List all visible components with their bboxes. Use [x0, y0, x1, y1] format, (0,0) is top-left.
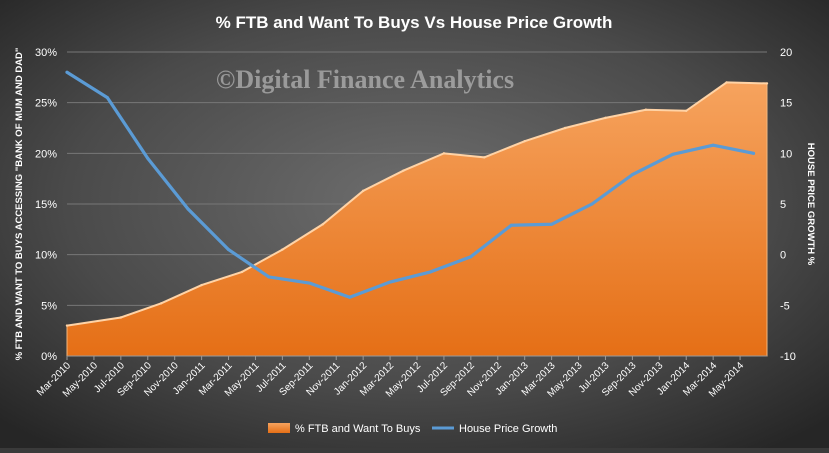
line-point — [267, 275, 271, 279]
line-point — [227, 248, 231, 252]
area-point — [442, 152, 446, 155]
line-point — [428, 270, 432, 274]
left-axis-ticks: 0% 5% 10% 15% 20% 25% 30% — [35, 47, 57, 363]
area-point — [119, 316, 123, 319]
line-point — [307, 281, 311, 285]
area-point — [523, 139, 526, 143]
area-point — [281, 248, 284, 251]
area-point — [240, 270, 244, 274]
line-point — [711, 143, 715, 147]
chart-title: % FTB and Want To Buys Vs House Price Gr… — [216, 13, 613, 32]
line-point — [671, 152, 675, 156]
legend-label-ftb: % FTB and Want To Buys — [295, 423, 421, 435]
watermark: ©Digital Finance Analytics — [216, 65, 514, 94]
area-point — [321, 223, 324, 226]
right-tick-label: 15 — [780, 98, 792, 110]
area-point — [361, 189, 365, 193]
left-tick-label: 10% — [35, 250, 57, 262]
right-tick-label: -10 — [780, 351, 796, 363]
right-tick-label: 0 — [780, 250, 786, 262]
right-tick-label: 10 — [780, 148, 792, 160]
left-tick-label: 5% — [41, 300, 57, 312]
area-point — [604, 116, 607, 120]
legend: % FTB and Want To Buys House Price Growt… — [268, 423, 557, 435]
area-point — [483, 156, 486, 159]
area-point — [160, 302, 163, 305]
area-point — [644, 108, 648, 111]
left-tick-label: 0% — [41, 351, 57, 363]
line-series-house-price-growth — [65, 70, 756, 299]
line-point — [752, 151, 756, 155]
line-point — [509, 223, 513, 227]
line-point — [388, 280, 392, 284]
line-point — [348, 295, 352, 299]
left-tick-label: 20% — [35, 148, 57, 160]
right-tick-label: 5 — [780, 199, 786, 211]
line-point — [105, 96, 109, 100]
line-point — [469, 255, 473, 259]
right-axis-ticks: -10 -5 0 5 10 15 20 — [780, 47, 796, 363]
right-axis-label: HOUSE PRICE GROWTH % — [805, 143, 816, 266]
area-point — [200, 283, 203, 287]
line-point — [590, 202, 594, 206]
left-axis-label: % FTB AND WANT TO BUYS ACCESSING "BANK O… — [14, 48, 25, 361]
legend-swatch-ftb — [268, 423, 290, 433]
right-tick-label: -5 — [780, 300, 790, 312]
area-point — [725, 81, 728, 84]
left-tick-label: 25% — [35, 98, 57, 110]
line-series-layer — [65, 70, 756, 299]
area-point — [563, 126, 567, 130]
line-point — [146, 156, 150, 160]
line-point — [186, 207, 190, 211]
area-series-layer — [65, 81, 769, 357]
line-point — [65, 70, 69, 74]
line-point — [630, 173, 634, 177]
line-point — [550, 222, 554, 226]
right-tick-label: 20 — [780, 47, 792, 59]
area-point — [765, 82, 769, 85]
legend-label-hpg: House Price Growth — [459, 423, 557, 435]
left-tick-label: 15% — [35, 199, 57, 211]
left-tick-label: 30% — [35, 47, 57, 59]
area-point — [685, 109, 688, 112]
area-point — [402, 169, 405, 172]
area-point — [65, 324, 69, 327]
area-series-ftb-edge — [66, 81, 768, 327]
